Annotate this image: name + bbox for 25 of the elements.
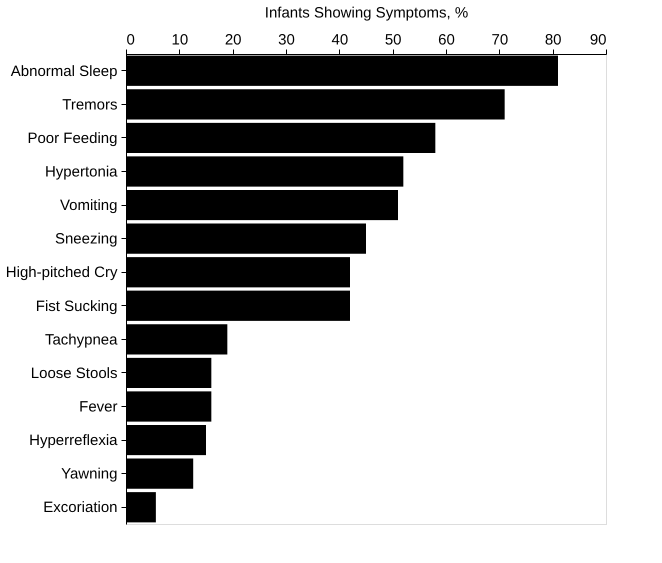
x-tick-label: 30	[278, 32, 295, 48]
y-tick-label: Fist Sucking	[36, 298, 118, 315]
x-tick-label: 50	[384, 32, 402, 48]
y-tick-label: Hyperreflexia	[29, 432, 118, 450]
y-tick-label: Tachypnea	[44, 331, 118, 348]
y-tick-label: Abnormal Sleep	[10, 62, 118, 80]
y-tick-label: High-pitched Cry	[6, 264, 118, 282]
x-tick-label: 70	[491, 32, 508, 48]
y-tick-label: Sneezing	[54, 230, 118, 248]
y-tick-label: Tremors	[62, 96, 118, 114]
x-tick-label: 60	[438, 32, 455, 48]
x-tick-label: 0	[126, 32, 135, 48]
y-tick-label: Poor Feeding	[27, 130, 118, 147]
y-tick-label: Yawning	[61, 466, 118, 483]
y-tick-label: Fever	[79, 398, 118, 416]
y-tick-label: Excoriation	[43, 499, 118, 516]
y-tick-label: Vomiting	[60, 197, 118, 214]
x-tick-label: 80	[544, 32, 562, 48]
x-tick-label: 10	[171, 32, 188, 48]
x-tick-label: 20	[224, 32, 242, 48]
x-tick-label: 40	[331, 32, 348, 48]
x-axis-title: Infants Showing Symptoms, %	[264, 4, 468, 22]
y-tick-label: Loose Stools	[30, 364, 118, 382]
x-tick-label: 90	[590, 32, 606, 48]
y-tick-label: Hypertonia	[44, 164, 118, 180]
